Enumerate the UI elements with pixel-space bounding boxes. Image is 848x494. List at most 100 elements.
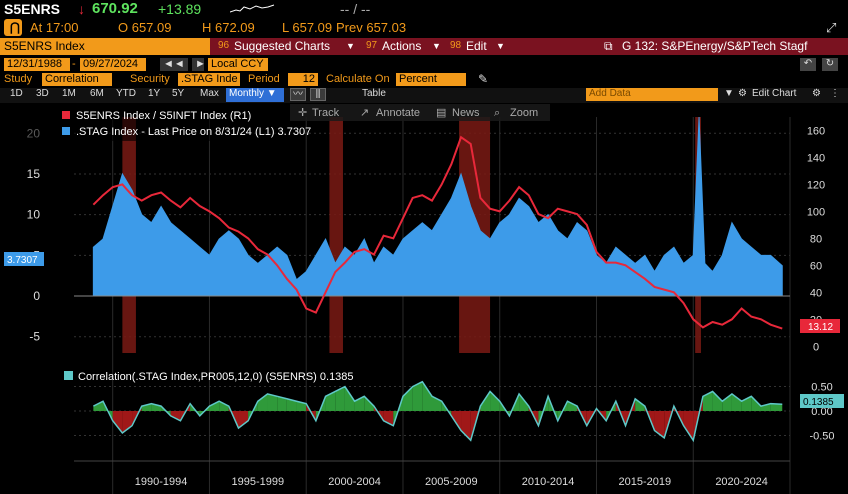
corr-fill-segment	[286, 398, 297, 411]
x-tick-label: 2005-2009	[425, 476, 478, 488]
stag-last-label: 3.7307	[7, 255, 38, 266]
annotate-button[interactable]: Annotate	[376, 107, 420, 119]
dropdown-icon: ▼	[496, 41, 505, 51]
range-1m[interactable]: 1M	[62, 88, 76, 99]
sparkline-icon	[230, 4, 275, 13]
left-last-flag: 3.7307	[4, 252, 44, 266]
corr-fill-segment	[751, 396, 761, 411]
corr-last-flag: 0.1385	[800, 394, 844, 408]
range-ytd[interactable]: YTD	[116, 88, 136, 99]
corr-fill-segment	[422, 381, 432, 411]
suggested-charts-button[interactable]: Suggested Charts	[234, 39, 331, 53]
zoom-button[interactable]: Zoom	[510, 107, 538, 119]
news-button[interactable]: News	[452, 107, 480, 119]
calc-select[interactable]: Percent	[396, 73, 466, 86]
calc-label: Calculate On	[326, 73, 390, 85]
range-3d[interactable]: 3D	[36, 88, 49, 99]
range-1d[interactable]: 1D	[10, 88, 23, 99]
legend-item-ratio: S5ENRS Index / S5INFT Index (R1)	[76, 110, 251, 122]
dropdown-icon: ▼	[724, 88, 734, 99]
x-tick-label: 2000-2004	[328, 476, 381, 488]
right-tick-label: 160	[807, 125, 825, 137]
zoom-icon[interactable]: ⌕	[494, 107, 500, 119]
corr-fill-segment	[635, 398, 645, 411]
corr-fill-segment	[141, 403, 152, 411]
forward-button[interactable]: ►	[192, 58, 204, 71]
refresh-icon[interactable]: ↻	[822, 58, 838, 71]
num-96: 96	[218, 40, 230, 51]
security-label: Security	[130, 73, 170, 85]
security-field[interactable]: .STAG Inde	[178, 73, 240, 86]
crosshair-icon[interactable]: ✛	[298, 107, 307, 119]
menu-bar: S5ENRS Index 96 Suggested Charts ▼ 97 Ac…	[0, 38, 848, 55]
corr-fill-segment	[344, 386, 355, 411]
period-field[interactable]: 12	[288, 73, 318, 86]
study-select[interactable]: Correlation	[42, 73, 112, 86]
correlation-title-text: Correlation(.STAG Index,PR005,12,0) (S5E…	[78, 371, 354, 383]
annotate-icon[interactable]: ↗	[360, 107, 369, 119]
edit-button[interactable]: Edit	[466, 39, 487, 53]
corr-fill-segment	[209, 401, 220, 411]
quote-prev: Prev 657.03	[336, 20, 407, 35]
dropdown-icon: ▼	[346, 41, 355, 51]
more-icon[interactable]: ⋮	[830, 88, 840, 99]
pencil-icon[interactable]: ✎	[478, 72, 489, 86]
range-max[interactable]: Max	[200, 88, 219, 99]
corr-fill-segment	[770, 403, 783, 411]
settings-icon[interactable]: ⚙	[812, 88, 821, 99]
overlay-toolbar: ✛ Track ↗ Annotate ▤ News ⌕ Zoom	[290, 104, 550, 121]
last-price: 670.92	[92, 0, 138, 17]
external-link-icon[interactable]: ⧉	[604, 39, 613, 53]
legend: S5ENRS Index / S5INFT Index (R1) .STAG I…	[2, 107, 311, 141]
bid-ask: -- / --	[340, 1, 371, 17]
back-button[interactable]: ◄◄	[160, 58, 188, 71]
corr-fill-segment	[490, 391, 500, 411]
period-label: Period	[248, 73, 280, 85]
corr-fill-segment	[654, 411, 665, 438]
legend-item-stag: .STAG Index - Last Price on 8/31/24 (L1)…	[76, 126, 311, 138]
corr-fill-segment	[238, 411, 249, 429]
undo-icon[interactable]: ↶	[800, 58, 816, 71]
left-tick-label: 0	[33, 289, 40, 303]
right-tick-label: 100	[807, 206, 825, 218]
ratio-line	[92, 135, 783, 330]
market-icon	[4, 19, 22, 36]
chart-type-icon[interactable]: 〰	[290, 88, 306, 101]
corr-line	[93, 380, 783, 443]
right-tick-label: 80	[810, 233, 822, 245]
table-button[interactable]: Table	[362, 88, 386, 99]
start-date-field[interactable]: 12/31/1988	[4, 58, 70, 71]
index-label[interactable]: S5ENRS Index	[4, 39, 85, 53]
range-6m[interactable]: 6M	[90, 88, 104, 99]
corr-fill-segment	[412, 381, 423, 411]
track-button[interactable]: Track	[312, 107, 340, 119]
edit-chart-icon[interactable]: ⚙	[738, 88, 747, 99]
correlation-axis: 0.50 0.00 -0.50	[809, 382, 834, 443]
actions-button[interactable]: Actions	[382, 39, 422, 53]
frequency-select[interactable]: Monthly ▼	[226, 88, 284, 102]
add-data-field[interactable]: Add Data	[586, 88, 718, 101]
edit-chart-button[interactable]: Edit Chart	[752, 88, 797, 99]
corr-fill-segment	[519, 393, 529, 411]
chart-area[interactable]: 20151050-5 160140120100806040200 0.500.0…	[0, 103, 848, 494]
range-1y[interactable]: 1Y	[148, 88, 161, 99]
corr-fill-segment	[219, 401, 229, 411]
expand-icon[interactable]: ⤢	[826, 20, 837, 35]
corr-fill-segment	[277, 396, 287, 411]
bar-type-icon[interactable]: ⫼	[310, 88, 326, 101]
corr-fill-segment	[151, 403, 162, 411]
down-arrow-icon: ↓	[78, 1, 85, 17]
quote-time: At 17:00	[30, 20, 79, 35]
end-date-field[interactable]: 09/27/2024	[80, 58, 146, 71]
right-tick-label: 40	[810, 287, 822, 299]
currency-select[interactable]: Local CCY	[208, 58, 268, 71]
left-tick-label: 15	[27, 167, 41, 181]
x-axis: 1990-1994 1995-1999 2000-2004 2005-2009 2010…	[74, 460, 790, 488]
range-5y[interactable]: 5Y	[172, 88, 185, 99]
corr-fill-segment	[722, 393, 732, 411]
ticker-symbol[interactable]: S5ENRS	[4, 1, 61, 17]
corr-fill-segment	[267, 393, 278, 411]
stag-area	[92, 116, 783, 297]
news-icon[interactable]: ▤	[436, 107, 446, 119]
corr-fill-segment	[335, 386, 345, 411]
